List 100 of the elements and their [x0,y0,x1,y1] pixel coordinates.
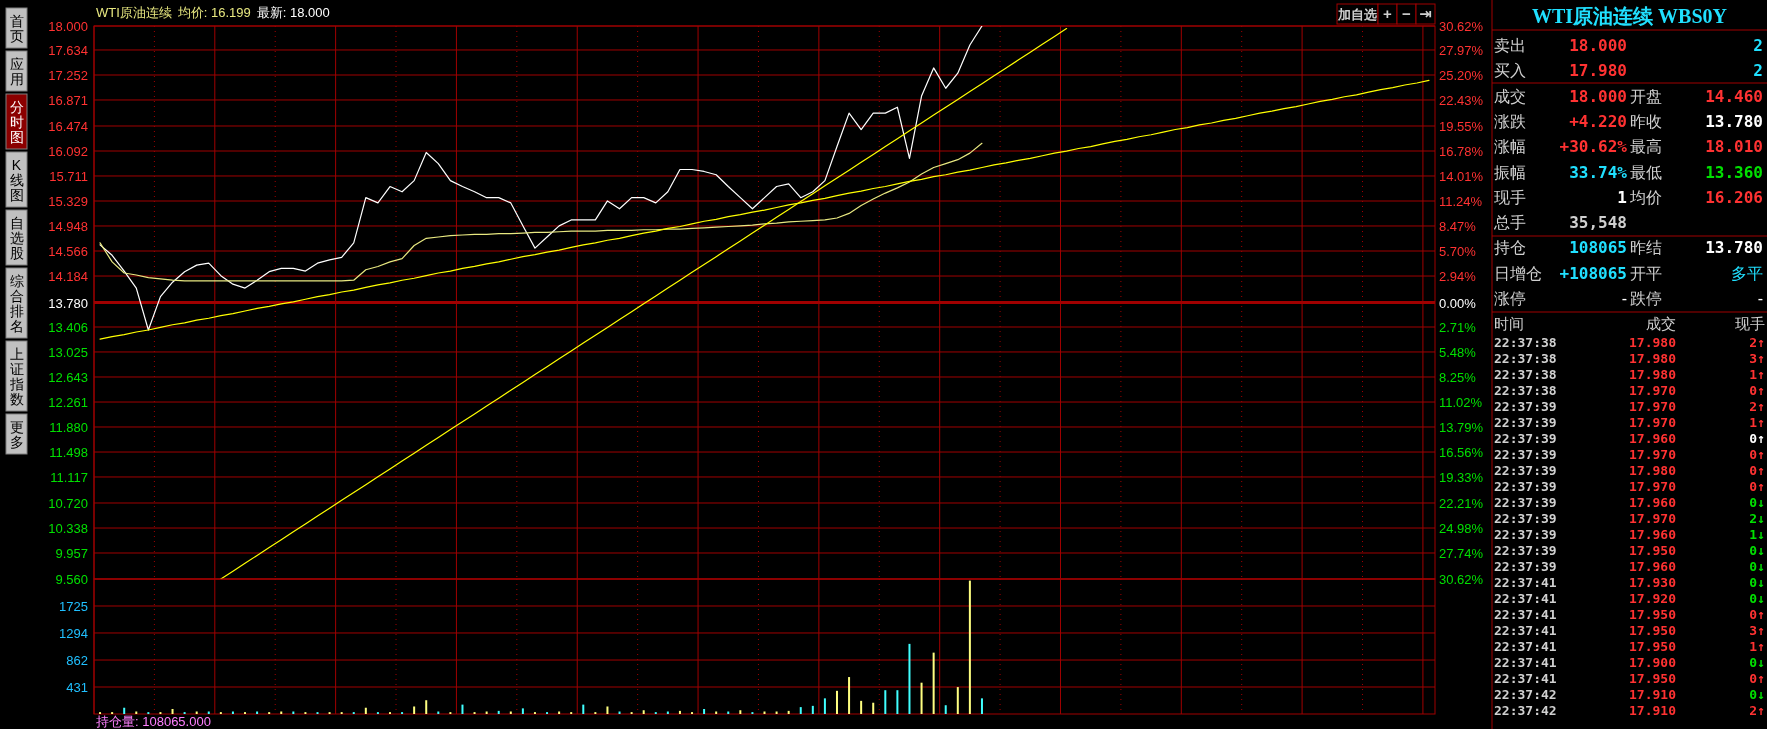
text: 0↑ [1749,431,1765,446]
text: 0↓ [1749,687,1765,702]
text: 0↑ [1749,607,1765,622]
text: 自选股 [9,215,24,261]
bar [606,706,609,714]
bar [908,643,911,714]
text: 22:37:41 [1494,575,1557,590]
y-tick-label: 15.329 [48,194,88,210]
text: 13.360 [1705,162,1763,182]
bar [835,690,838,714]
bar [860,700,863,714]
text: 13.780 [1705,238,1763,258]
text: 3↑ [1749,351,1765,366]
text: 0↓ [1749,591,1765,606]
bar [763,711,766,714]
text: 17.970 [1629,511,1677,526]
text: 2↑ [1749,335,1765,350]
text: 17.970 [1629,447,1677,462]
bar [980,698,983,714]
y2-tick-label: 16.78% [1439,143,1484,159]
text: 多平 [1731,264,1763,282]
y-tick-label: 9.560 [55,572,88,587]
text: 22:37:38 [1494,351,1557,366]
text: 13.780 [1705,111,1763,131]
text: 2 [1753,36,1763,55]
bar [968,580,971,714]
text: 均价: 16.199 [176,5,251,20]
y2-tick-label: 22.21% [1439,496,1484,512]
text: 总手 [1493,214,1526,232]
bar [739,710,742,714]
bar [618,711,621,714]
bar [703,708,706,714]
text: 17.950 [1629,671,1677,686]
text: 持仓 [1494,239,1526,257]
y-tick-label: 14.948 [48,218,88,234]
y2-tick-label: 14.01% [1439,168,1484,184]
text: 2 [1753,61,1763,81]
text: 综合排名 [9,273,24,334]
text: 108065 [1569,238,1627,258]
bar [413,706,416,714]
text: 17.950 [1629,639,1677,654]
text: 涨幅 [1494,138,1526,156]
y2-tick-label: 2.94% [1439,268,1477,284]
y2-tick-label: 27.74% [1439,545,1484,561]
text: 上证指数 [8,346,24,407]
text: 最高 [1630,138,1662,156]
text: 35,548 [1569,213,1627,233]
y-tick-label: 17.252 [48,68,88,84]
text: 22:37:39 [1494,495,1557,510]
y2-tick-label: 24.98% [1439,521,1484,537]
text: 17.930 [1629,575,1677,590]
text: - [1621,290,1627,307]
y-tick-label: 431 [66,680,88,696]
text: 14.460 [1705,86,1763,106]
text: 应用 [9,56,24,87]
text: + [1383,5,1393,22]
text: 首页 [9,13,24,44]
bar [521,708,524,714]
text: 17.920 [1629,591,1677,606]
text: 17.980 [1629,335,1677,350]
bar [811,705,814,714]
y2-tick-label: 19.55% [1439,118,1484,134]
text: 22:37:39 [1494,511,1557,526]
text: 成交 [1494,87,1526,105]
text: +30.62% [1559,137,1628,157]
text: 33.74% [1569,162,1628,182]
bar [256,711,259,714]
text: 日增仓 [1494,264,1542,282]
text: 22:37:41 [1494,671,1557,686]
text: 0↓ [1749,543,1765,558]
text: 18.010 [1705,137,1763,157]
text: 22:37:41 [1494,607,1557,622]
bar [944,705,947,714]
y2-tick-label: 30.62% [1439,572,1484,587]
bar [775,711,778,714]
bar [292,711,295,714]
bar [558,711,561,714]
text: 昨收 [1630,112,1662,130]
bar [485,711,488,714]
bar [896,690,899,714]
y2-tick-label: 8.47% [1439,219,1477,235]
bar [799,707,802,714]
y-tick-label: 13.025 [48,344,88,360]
y2-tick-label: 22.43% [1439,92,1484,108]
text: 22:37:38 [1494,383,1557,398]
text: 16.206 [1705,187,1763,207]
bar [582,704,585,714]
text: 0↓ [1749,655,1765,670]
y-tick-label: 11.117 [50,469,88,485]
text: 2↑ [1749,399,1765,414]
text: 17.960 [1629,559,1677,574]
text: 2↓ [1749,511,1765,526]
text: 22:37:39 [1494,559,1557,574]
text: 0↓ [1749,559,1765,574]
text: 17.970 [1629,415,1677,430]
bar [823,698,826,714]
bar [171,708,174,714]
y-tick-label: 1294 [59,625,88,641]
text: − [1402,5,1412,22]
y2-tick-label: 27.97% [1439,42,1484,58]
